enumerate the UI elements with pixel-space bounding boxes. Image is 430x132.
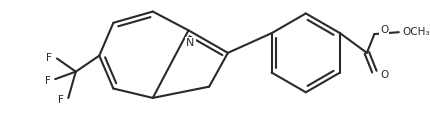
Text: O: O [380,25,388,35]
Text: F: F [46,53,52,63]
Text: F: F [45,76,50,86]
Text: OCH₃: OCH₃ [402,27,430,37]
Text: F: F [58,95,64,105]
Text: N: N [186,38,194,48]
Text: O: O [380,70,388,80]
